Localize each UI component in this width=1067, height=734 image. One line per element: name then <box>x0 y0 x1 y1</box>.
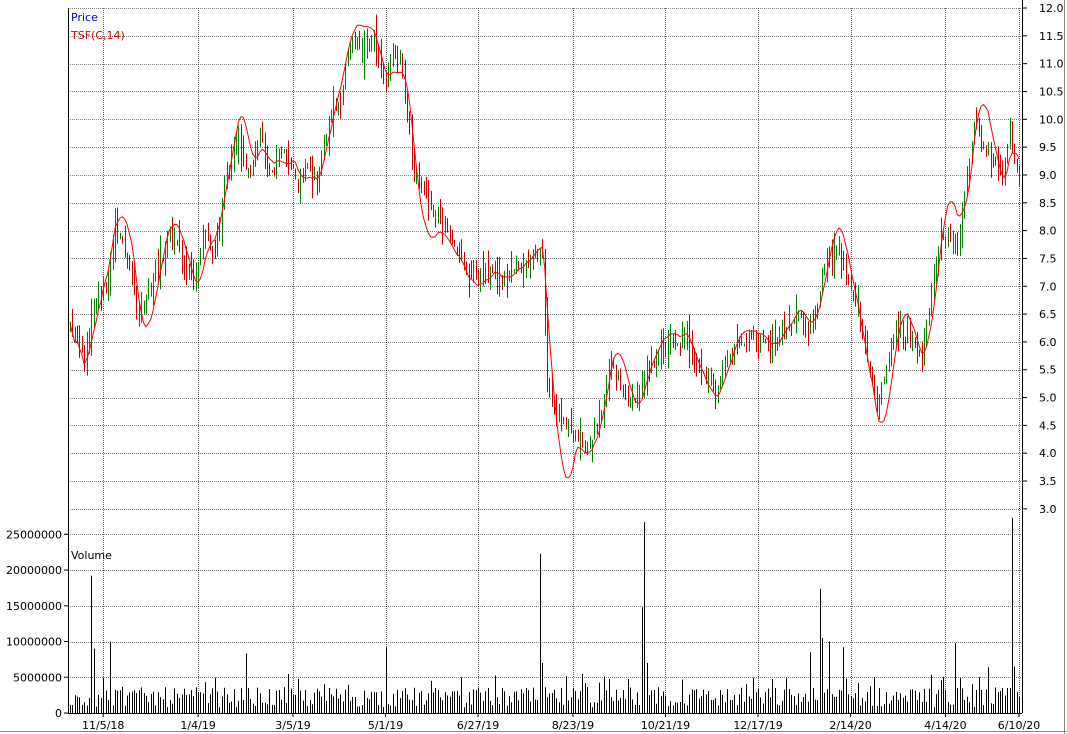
price-tick-label: 6.5 <box>1039 308 1057 321</box>
price-tick-label: 12.0 <box>1039 2 1064 15</box>
volume-tick-label: 20000000 <box>6 564 62 577</box>
legend-tsf: TSF(C,14) <box>70 29 125 42</box>
tsf-line <box>69 24 1020 479</box>
price-tick-label: 7.0 <box>1039 280 1057 293</box>
date-axis: 11/5/18 1/4/19 3/5/19 5/1/19 6/27/19 8/23/19 1… <box>82 713 1040 732</box>
volume-label: Volume <box>71 549 112 562</box>
price-tick-label: 3.5 <box>1039 475 1057 488</box>
date-tick-label: 6/10/20 <box>998 719 1040 732</box>
volume-bars <box>70 517 1020 713</box>
price-tick-label: 10.0 <box>1039 113 1064 126</box>
date-tick-label: 12/17/19 <box>733 719 782 732</box>
price-tick-label: 9.5 <box>1039 141 1057 154</box>
price-axis: 12.0 11.5 11.0 10.5 10.0 9.5 9.0 8.5 8.0 7.5 7.0 6.… <box>1022 2 1064 516</box>
price-tick-label: 11.5 <box>1039 30 1064 43</box>
date-tick-label: 10/21/19 <box>641 719 690 732</box>
price-tick-label: 9.0 <box>1039 169 1057 182</box>
date-tick-label: 6/27/19 <box>457 719 499 732</box>
price-tick-label: 4.5 <box>1039 419 1057 432</box>
legend-price: Price <box>71 11 98 24</box>
date-tick-label: 11/5/18 <box>82 719 124 732</box>
date-tick-label: 2/14/20 <box>829 719 871 732</box>
price-tick-label: 6.0 <box>1039 336 1057 349</box>
price-tick-label: 3.0 <box>1039 503 1057 516</box>
price-tick-label: 11.0 <box>1039 58 1064 71</box>
price-tick-label: 8.0 <box>1039 225 1057 238</box>
date-tick-label: 1/4/19 <box>180 719 215 732</box>
date-tick-label: 8/23/19 <box>552 719 594 732</box>
price-tick-label: 5.0 <box>1039 392 1057 405</box>
tsf-series-line <box>69 24 1020 479</box>
volume-tick-label: 0 <box>55 707 62 720</box>
date-tick-label: 3/5/19 <box>275 719 310 732</box>
volume-axis: 25000000 20000000 15000000 10000000 5000000 0 <box>6 528 68 720</box>
date-tick-label: 4/14/20 <box>924 719 966 732</box>
price-tick-label: 5.5 <box>1039 364 1057 377</box>
volume-tick-label: 25000000 <box>6 528 62 541</box>
grid-lines <box>68 8 1022 714</box>
volume-tick-label: 5000000 <box>13 671 62 684</box>
price-tick-label: 4.0 <box>1039 447 1057 460</box>
price-tick-label: 7.5 <box>1039 252 1057 265</box>
price-tick-label: 10.5 <box>1039 85 1064 98</box>
date-tick-label: 5/1/19 <box>368 719 403 732</box>
price-tick-label: 8.5 <box>1039 197 1057 210</box>
volume-tick-label: 10000000 <box>6 636 62 649</box>
volume-tick-label: 15000000 <box>6 600 62 613</box>
